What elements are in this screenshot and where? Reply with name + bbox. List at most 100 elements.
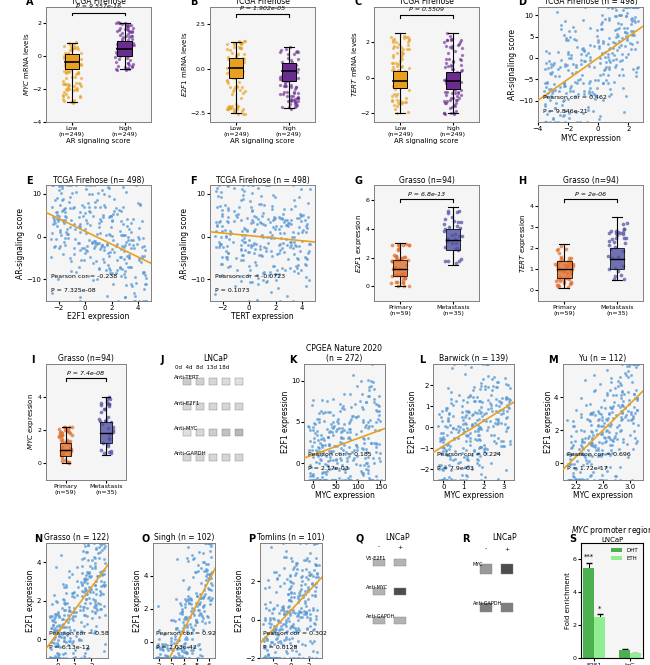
Point <box>560 259 570 270</box>
Point <box>436 464 447 474</box>
Point <box>58 636 69 646</box>
Point <box>615 401 625 412</box>
Point <box>480 380 490 391</box>
Point <box>265 597 275 607</box>
Point <box>367 474 378 485</box>
Point <box>572 41 582 52</box>
Point <box>588 466 598 477</box>
Point <box>552 47 563 58</box>
Point <box>441 89 451 100</box>
Point <box>356 376 367 386</box>
Point <box>452 66 462 77</box>
Point <box>492 376 502 387</box>
Point <box>186 594 196 604</box>
Point <box>616 405 626 416</box>
Point <box>306 612 316 623</box>
Point <box>336 455 346 465</box>
Point <box>547 67 557 78</box>
Point <box>304 184 315 195</box>
Point <box>559 94 569 105</box>
Point <box>174 653 185 664</box>
Point <box>83 540 94 551</box>
Point <box>579 46 590 57</box>
Point <box>161 653 172 664</box>
Point <box>440 421 450 432</box>
Point <box>214 215 225 226</box>
Point <box>563 65 573 75</box>
Point <box>629 402 640 412</box>
Point <box>439 461 450 471</box>
Point <box>611 226 621 237</box>
Point <box>274 212 284 223</box>
Point <box>79 255 90 265</box>
Point <box>103 248 113 259</box>
Point <box>491 447 502 458</box>
Point <box>155 653 166 664</box>
Point <box>444 407 454 418</box>
Point <box>611 53 621 64</box>
Point <box>437 474 447 485</box>
Point <box>369 458 379 469</box>
Point <box>116 45 127 55</box>
Point <box>287 555 297 566</box>
Point <box>77 553 88 564</box>
Point <box>183 598 194 608</box>
Point <box>308 571 318 581</box>
Point <box>597 69 608 80</box>
Point <box>205 539 216 549</box>
Point <box>566 265 577 275</box>
Point <box>275 245 285 255</box>
Point <box>184 598 194 608</box>
Point <box>564 253 574 263</box>
Point <box>216 259 226 269</box>
Point <box>323 432 333 442</box>
Point <box>49 242 60 253</box>
Point <box>286 59 296 70</box>
Point <box>81 184 91 194</box>
Point <box>59 66 70 76</box>
Point <box>262 635 272 646</box>
Point <box>278 619 288 630</box>
Point <box>301 260 311 271</box>
Point <box>94 571 104 581</box>
Point <box>603 62 614 72</box>
Point <box>343 472 354 483</box>
Point <box>271 572 281 583</box>
Point <box>319 416 330 426</box>
Point <box>312 605 322 616</box>
Point <box>151 653 161 664</box>
Point <box>47 219 58 229</box>
Point <box>586 427 597 438</box>
Point <box>44 612 55 622</box>
Point <box>492 416 502 427</box>
Point <box>107 243 117 254</box>
Point <box>481 448 491 459</box>
Point <box>266 245 277 256</box>
Point <box>314 408 324 418</box>
Point <box>155 653 165 664</box>
Point <box>569 90 580 101</box>
Point <box>153 638 163 649</box>
Point <box>160 638 170 649</box>
Point <box>239 223 250 233</box>
Point <box>157 640 168 651</box>
Point <box>593 406 603 416</box>
Point <box>552 279 563 290</box>
Point <box>237 105 247 116</box>
Point <box>233 209 243 220</box>
Point <box>601 61 611 72</box>
Point <box>477 396 488 407</box>
Point <box>235 43 245 53</box>
Point <box>553 64 564 74</box>
Point <box>553 256 564 267</box>
Point <box>291 240 301 251</box>
Point <box>50 612 60 622</box>
Point <box>240 36 250 47</box>
Point <box>370 425 380 436</box>
Point <box>152 653 162 664</box>
Point <box>206 567 216 577</box>
Point <box>75 616 86 627</box>
Point <box>181 611 192 622</box>
Point <box>473 429 483 440</box>
Point <box>120 23 130 34</box>
